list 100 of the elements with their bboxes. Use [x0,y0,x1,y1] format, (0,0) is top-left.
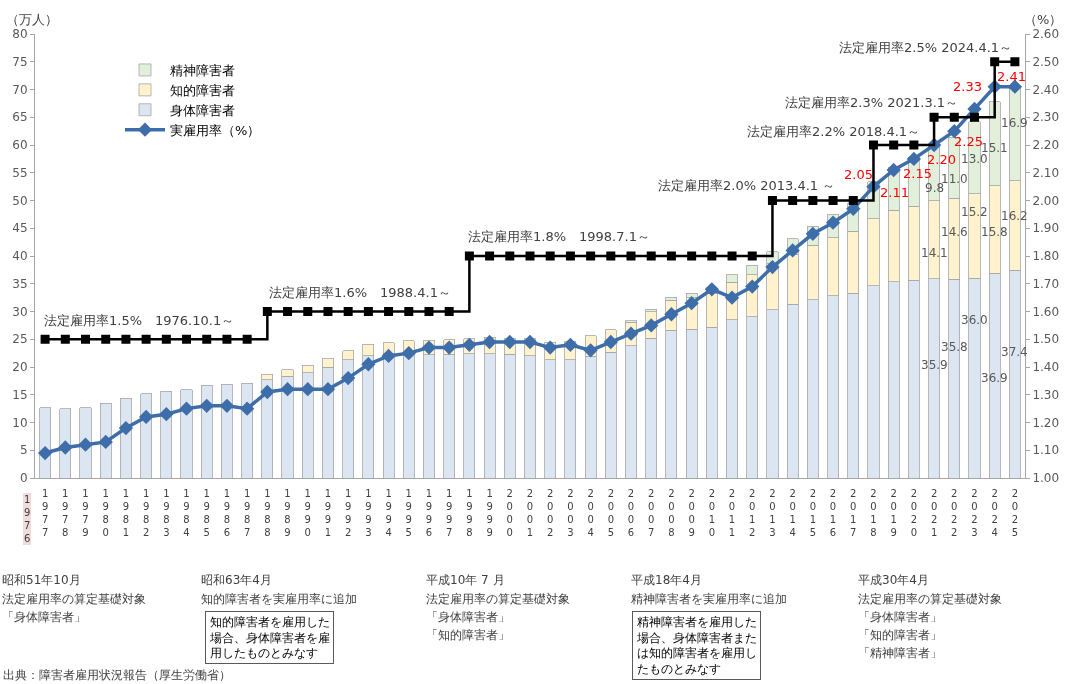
point [646,251,656,261]
data-label: 16.9 [1001,116,1028,130]
text: 「身体障害者」 [2,610,86,624]
point [949,112,959,122]
data-label: 2.33 [953,79,982,94]
point [808,196,818,205]
annotation: 法定雇用率1.6% 1988.4.1～ [269,285,451,300]
point [825,215,841,230]
x-tick-label: 2014 [789,488,796,538]
text: 法定雇用率の算定基礎対象 [426,592,570,606]
data-label: 37.4 [1001,345,1028,359]
x-tick-label: 2009 [688,488,695,538]
y-tick-label: 55 [12,165,28,180]
x-tick-label: 2005 [607,488,615,538]
point [98,434,113,450]
y-tick-label: 10 [12,415,28,430]
x-tick-label: 2018 [870,488,877,538]
y2-tick-label: 1.00 [1032,471,1060,486]
x-tick-label: 1993 [365,488,372,538]
point [363,307,373,316]
x-tick-label: 1989 [284,488,291,538]
point [785,243,800,258]
y-tick-label: 70 [12,82,28,97]
x-tick-label: 1977 [41,488,49,538]
point [424,307,434,316]
point [464,251,474,261]
x-tick-label: 1994 [385,488,392,538]
point [141,334,151,344]
point [889,140,899,150]
x-tick-label: 2002 [547,488,554,538]
x-tick-label: 2001 [526,488,534,538]
point [747,251,757,261]
x-tick-label: 2022 [951,488,958,538]
x-tick-label: 1983 [163,488,170,538]
data-label: 2.25 [954,134,983,149]
y-tick-label: 45 [12,221,28,236]
y-axis-title: （万人） [6,12,58,27]
point [343,307,353,316]
text: 「精神障害者」 [858,646,942,660]
point [182,334,192,344]
point [401,345,416,361]
point [848,196,858,205]
y-tick-label: 65 [12,110,28,125]
x-tick-label: 2010 [708,488,716,538]
y2-tick-label: 1.80 [1032,249,1060,264]
annotation: 法定雇用率1.5% 1976.10.1～ [44,313,235,328]
x-tick-label: 1988 [264,488,271,538]
y2-tick-label: 1.10 [1032,443,1060,458]
x-tick-label: 1979 [82,488,89,538]
x-tick-label: 1984 [183,488,190,538]
x-tick-label: 2000 [506,488,513,538]
y-tick-label: 5 [19,443,28,458]
point [563,337,578,352]
x-tick-label: 2024 [991,488,998,538]
x-tick-label: 2003 [567,488,574,538]
point [684,296,699,311]
legend-label: 知的障害者 [170,82,235,98]
point [687,251,697,261]
point [482,334,497,350]
point [606,251,616,261]
y2-tick-label: 2.30 [1032,110,1060,125]
x-tick-label: 1995 [405,488,412,538]
x-tick-label: 1980 [102,488,109,538]
x-tick-label: 1990 [304,488,311,538]
point [727,251,737,261]
text: 「身体障害者」 [858,610,942,624]
y2-tick-label: 2.40 [1032,82,1060,97]
point [828,196,838,205]
x-tick-label: 2008 [668,488,675,538]
point [40,334,50,344]
y2-tick-label: 1.30 [1032,387,1060,402]
x-tick-label: 1997 [445,488,453,538]
text: 平成10年 7 月 [426,573,505,587]
text: 知的障害者を雇用した場合、身体障害者を雇用したものとみなす [209,615,330,661]
x-tick-label: 1978 [62,488,69,538]
x-tick-label: 2016 [829,488,837,538]
data-label: 2.20 [927,152,956,167]
data-label: 15.2 [961,205,988,219]
annotation: 法定雇用率2.5% 2024.4.1～ [839,40,1013,55]
y2-tick-label: 2.60 [1032,27,1060,42]
point [239,401,255,416]
x-tick-label: 2015 [809,488,817,538]
legend-label: 身体障害者 [170,102,235,118]
data-label: 2.11 [880,185,909,200]
y-tick-label: 50 [12,193,28,208]
point [159,407,174,422]
point [767,196,777,205]
point [707,251,717,261]
point [664,307,679,322]
point [583,343,598,358]
text: 「身体障害者」 [426,610,510,624]
text: 精神障害者を実雇用率に追加 [631,592,787,606]
point [121,334,131,344]
y-tick-label: 75 [12,54,28,69]
data-label: 15.1 [981,141,1008,155]
point [947,123,962,139]
point [990,57,1000,67]
x-tick-label: 1985 [203,488,210,538]
point [260,384,275,400]
point [320,382,336,397]
